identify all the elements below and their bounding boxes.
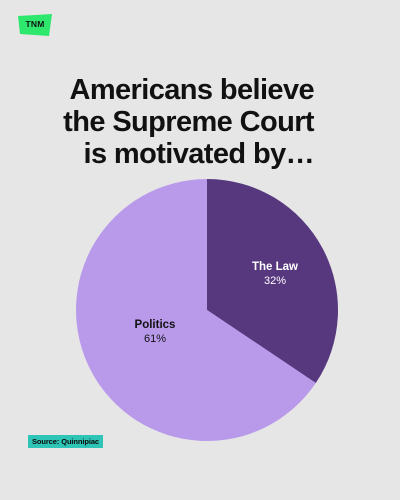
pie-slice-politics xyxy=(76,179,316,441)
pie-slice-the-law xyxy=(207,179,339,384)
title-line-3: is motivated by… xyxy=(83,138,314,170)
slice-value-politics: 61% xyxy=(144,333,166,345)
logo-shape-icon xyxy=(18,14,52,36)
title-line-1: Americans believe xyxy=(69,74,315,106)
chart-title: Americans believe the Supreme Court is m… xyxy=(63,74,314,170)
slice-label-the-law: The Law xyxy=(252,261,298,273)
title-line-2: the Supreme Court xyxy=(63,106,314,138)
slice-label-politics: Politics xyxy=(135,319,176,331)
slice-value-the-law: 32% xyxy=(264,275,286,287)
brand-logo: TNM xyxy=(18,14,52,36)
logo-text: TNM xyxy=(25,19,45,29)
source-label: Source: Quinnipiac xyxy=(28,435,103,448)
